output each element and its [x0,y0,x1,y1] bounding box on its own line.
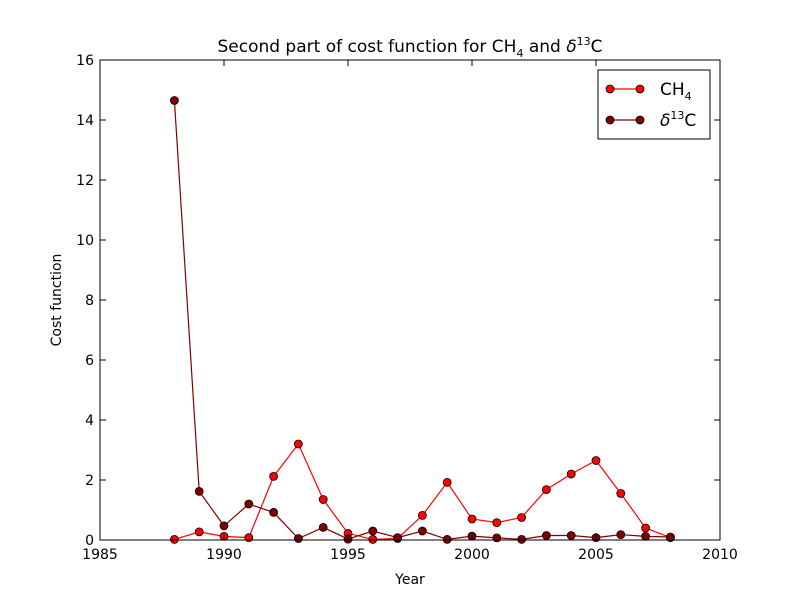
data-point-d13c [293,534,303,543]
title-superscript: 13 [577,35,591,48]
data-point-d13c [566,531,576,540]
title-middle: and [523,37,566,57]
y-tick-label: 14 [76,113,94,129]
x-tick-label: 1995 [330,547,366,563]
title-subscript: 4 [516,47,523,60]
legend-marker-ch4-right [635,84,645,94]
legend-d13c-sup: 13 [670,109,684,122]
data-point-ch4 [616,489,626,498]
title-suffix: C [591,37,603,57]
data-point-ch4 [169,535,179,544]
data-point-ch4 [467,514,477,524]
y-tick-label: 6 [85,353,94,369]
y-tick-label: 16 [76,53,94,69]
data-point-d13c [269,508,279,517]
data-point-ch4 [442,477,452,487]
data-point-ch4 [641,523,650,533]
data-point-d13c [517,535,526,544]
data-point-d13c [417,526,427,536]
data-point-d13c [368,526,378,536]
data-point-ch4 [492,518,502,527]
legend-marker-d13c-right [635,115,645,125]
data-point-ch4 [591,456,601,465]
data-point-d13c [641,532,650,541]
data-point-d13c [194,486,204,496]
data-point-d13c [442,535,452,544]
data-point-ch4 [194,527,204,537]
data-point-d13c [219,521,229,531]
legend-ch4-main: CH [660,80,685,100]
legend: CH4 δ13C [597,69,711,140]
legend-ch4-sub: 4 [685,90,692,103]
data-point-ch4 [517,513,526,522]
tick-layer: 1985 1990 1995 2000 2005 2010 0 2 4 6 8 10 12 14 16 [76,53,738,563]
chart-title: Second part of cost function for CH4 and… [217,35,602,60]
data-point-d13c [666,532,675,542]
data-point-ch4 [318,495,328,504]
data-point-d13c [492,533,502,543]
x-tick-label: 1985 [82,547,118,563]
legend-marker-d13c-left [605,115,615,125]
y-tick-label: 12 [76,173,94,189]
legend-d13c-main: C [684,111,696,131]
data-point-d13c [244,499,254,509]
data-point-ch4 [542,485,551,495]
x-tick-label: 2010 [702,547,738,563]
series-line-d13c [173,100,671,541]
y-tick-label: 2 [85,473,94,489]
data-point-ch4 [566,469,576,479]
x-axis-title: Year [394,572,425,588]
y-tick-label: 4 [85,413,94,429]
title-delta: δ [566,37,576,57]
data-point-d13c [169,96,179,105]
data-point-ch4 [368,535,378,544]
x-tick-label: 1990 [206,547,242,563]
series-layer [169,96,675,544]
legend-d13c-delta: δ [660,111,670,131]
data-point-d13c [318,523,328,532]
data-point-ch4 [269,471,279,481]
legend-label-ch4: CH4 [660,80,692,103]
legend-box [597,69,711,140]
y-tick-label: 8 [85,293,94,309]
data-point-d13c [616,530,626,539]
data-point-ch4 [417,511,427,520]
legend-marker-ch4-left [605,84,615,94]
y-tick-label: 10 [76,233,94,249]
data-point-d13c [542,531,551,540]
y-axis-title: Cost function [49,254,65,347]
data-point-ch4 [293,439,303,449]
legend-label-d13c: δ13C [660,109,696,131]
x-tick-label: 2005 [578,547,614,563]
title-prefix: Second part of cost function for CH [217,37,516,57]
x-tick-label: 2000 [454,547,490,563]
y-tick-label: 0 [85,533,94,549]
